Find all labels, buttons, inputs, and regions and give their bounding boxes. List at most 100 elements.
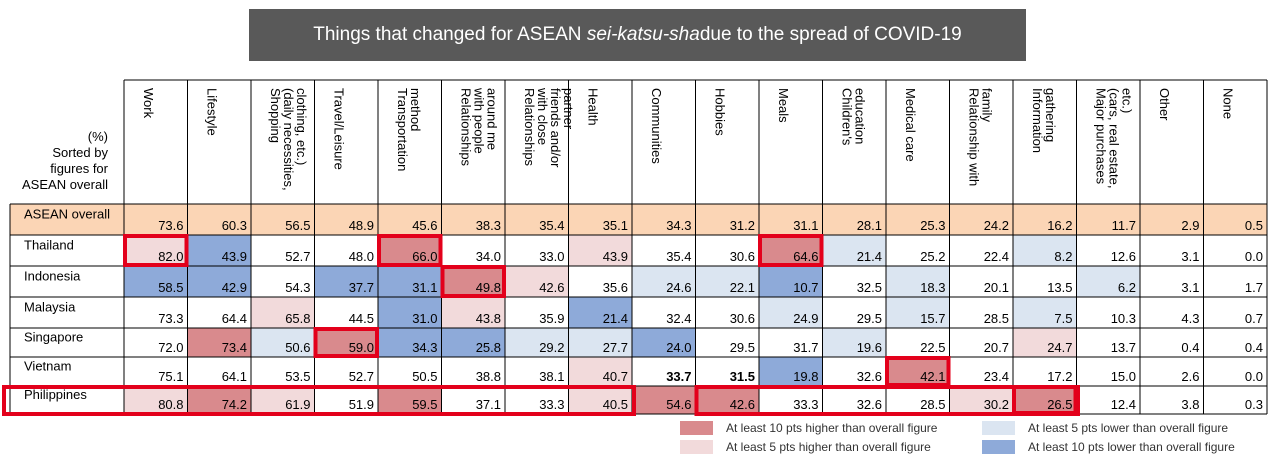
shaded-cell xyxy=(568,235,632,266)
value-cell: 11.7 xyxy=(1112,218,1136,233)
value-cell: 4.3 xyxy=(1181,311,1199,326)
value-cell: 33.7 xyxy=(666,369,691,384)
value-cell: 42.6 xyxy=(539,280,564,295)
value-cell: 33.3 xyxy=(539,397,564,412)
legend-swatch xyxy=(982,421,1015,435)
shaded-cell xyxy=(441,297,505,328)
value-cell: 22.4 xyxy=(984,249,1009,264)
value-cell: 23.4 xyxy=(984,369,1009,384)
title-suffix: due to the spread of COVID-19 xyxy=(699,24,962,45)
shaded-cell xyxy=(632,328,696,357)
value-cell: 31.5 xyxy=(730,369,755,384)
value-cell: 24.6 xyxy=(666,280,691,295)
shaded-cell xyxy=(568,386,632,414)
value-cell: 17.2 xyxy=(1047,369,1072,384)
column-header-line: with people xyxy=(472,87,487,154)
value-cell: 2.9 xyxy=(1181,218,1199,233)
value-cell: 43.8 xyxy=(476,311,501,326)
legend-swatch xyxy=(680,440,713,454)
shaded-cell xyxy=(378,266,442,297)
value-cell: 73.6 xyxy=(158,218,183,233)
value-cell: 29.5 xyxy=(730,340,755,355)
value-cell: 32.5 xyxy=(857,280,882,295)
shaded-cell xyxy=(759,235,823,266)
value-cell: 32.4 xyxy=(666,311,691,326)
column-header-line: education xyxy=(853,88,868,144)
shaded-cell xyxy=(251,328,315,357)
legend-label: At least 10 pts higher than overall figu… xyxy=(726,421,938,435)
value-cell: 49.8 xyxy=(476,280,501,295)
legend-label: At least 5 pts higher than overall figur… xyxy=(726,440,931,454)
legend-label: At least 5 pts lower than overall figure xyxy=(1028,421,1228,435)
value-cell: 53.5 xyxy=(285,369,310,384)
value-cell: 34.3 xyxy=(666,218,691,233)
highlight-box xyxy=(377,234,443,267)
value-cell: 32.6 xyxy=(857,369,882,384)
shaded-cell xyxy=(632,266,696,297)
value-cell: 48.0 xyxy=(349,249,374,264)
value-cell: 6.2 xyxy=(1118,280,1136,295)
column-header-line: etc.) xyxy=(1120,88,1135,113)
column-header-line: Communities xyxy=(649,88,664,164)
column-header-line: Other xyxy=(1157,88,1172,121)
value-cell: 31.2 xyxy=(730,218,755,233)
column-header-line: with close xyxy=(535,87,550,145)
value-cell: 64.6 xyxy=(793,249,818,264)
column-header-line: (cars, real estate, xyxy=(1107,88,1122,188)
value-cell: 21.4 xyxy=(603,311,628,326)
column-header-line: Children's xyxy=(840,88,855,146)
corner-note-line: Sorted by xyxy=(52,145,108,160)
row-label: Vietnam xyxy=(24,359,71,374)
shaded-cell xyxy=(822,235,886,266)
column-header-line: around me xyxy=(485,88,500,150)
value-cell: 24.9 xyxy=(793,311,818,326)
title-prefix: Things that changed for ASEAN xyxy=(313,24,582,45)
legend-swatch xyxy=(680,421,713,435)
value-cell: 3.1 xyxy=(1181,280,1199,295)
value-cell: 30.2 xyxy=(984,397,1009,412)
row-label: Philippines xyxy=(24,387,87,402)
shaded-cell xyxy=(759,266,823,297)
column-header-line: Relationships xyxy=(522,88,537,167)
shaded-cell xyxy=(759,297,823,328)
value-cell: 13.7 xyxy=(1111,340,1136,355)
value-cell: 28.5 xyxy=(984,311,1009,326)
value-cell: 20.7 xyxy=(984,340,1009,355)
value-cell: 59.5 xyxy=(412,397,437,412)
row-label: Thailand xyxy=(24,238,74,253)
value-cell: 80.8 xyxy=(158,397,183,412)
highlight-row-box xyxy=(694,385,1080,416)
value-cell: 24.2 xyxy=(984,218,1009,233)
column-header-line: friends and/or xyxy=(548,88,563,168)
value-cell: 0.7 xyxy=(1245,311,1263,326)
value-cell: 44.5 xyxy=(349,311,374,326)
column-header-line: Major purchases xyxy=(1094,88,1109,185)
shaded-cell xyxy=(1013,328,1077,357)
corner-note-line: ASEAN overall xyxy=(22,177,108,192)
value-cell: 52.7 xyxy=(285,249,310,264)
shaded-cell xyxy=(314,328,378,357)
value-cell: 0.4 xyxy=(1181,340,1199,355)
value-cell: 0.4 xyxy=(1245,340,1263,355)
value-cell: 34.0 xyxy=(476,249,501,264)
column-header-line: Transportation xyxy=(395,88,410,171)
value-cell: 45.6 xyxy=(412,218,437,233)
value-cell: 35.9 xyxy=(539,311,564,326)
shaded-cell xyxy=(378,235,442,266)
value-cell: 26.5 xyxy=(1047,397,1072,412)
highlight-box xyxy=(440,265,506,298)
value-cell: 3.8 xyxy=(1181,397,1199,412)
column-header-line: family xyxy=(980,88,995,122)
value-cell: 19.6 xyxy=(857,340,882,355)
value-cell: 48.9 xyxy=(349,218,374,233)
shaded-cell xyxy=(568,357,632,386)
value-cell: 10.7 xyxy=(793,280,818,295)
value-cell: 38.3 xyxy=(476,218,501,233)
value-cell: 38.1 xyxy=(539,369,564,384)
shaded-cell xyxy=(124,386,188,414)
value-cell: 61.9 xyxy=(285,397,310,412)
value-cell: 42.1 xyxy=(920,369,945,384)
shaded-cell xyxy=(632,386,696,414)
shaded-cell xyxy=(695,386,759,414)
legend-swatch xyxy=(982,440,1015,454)
